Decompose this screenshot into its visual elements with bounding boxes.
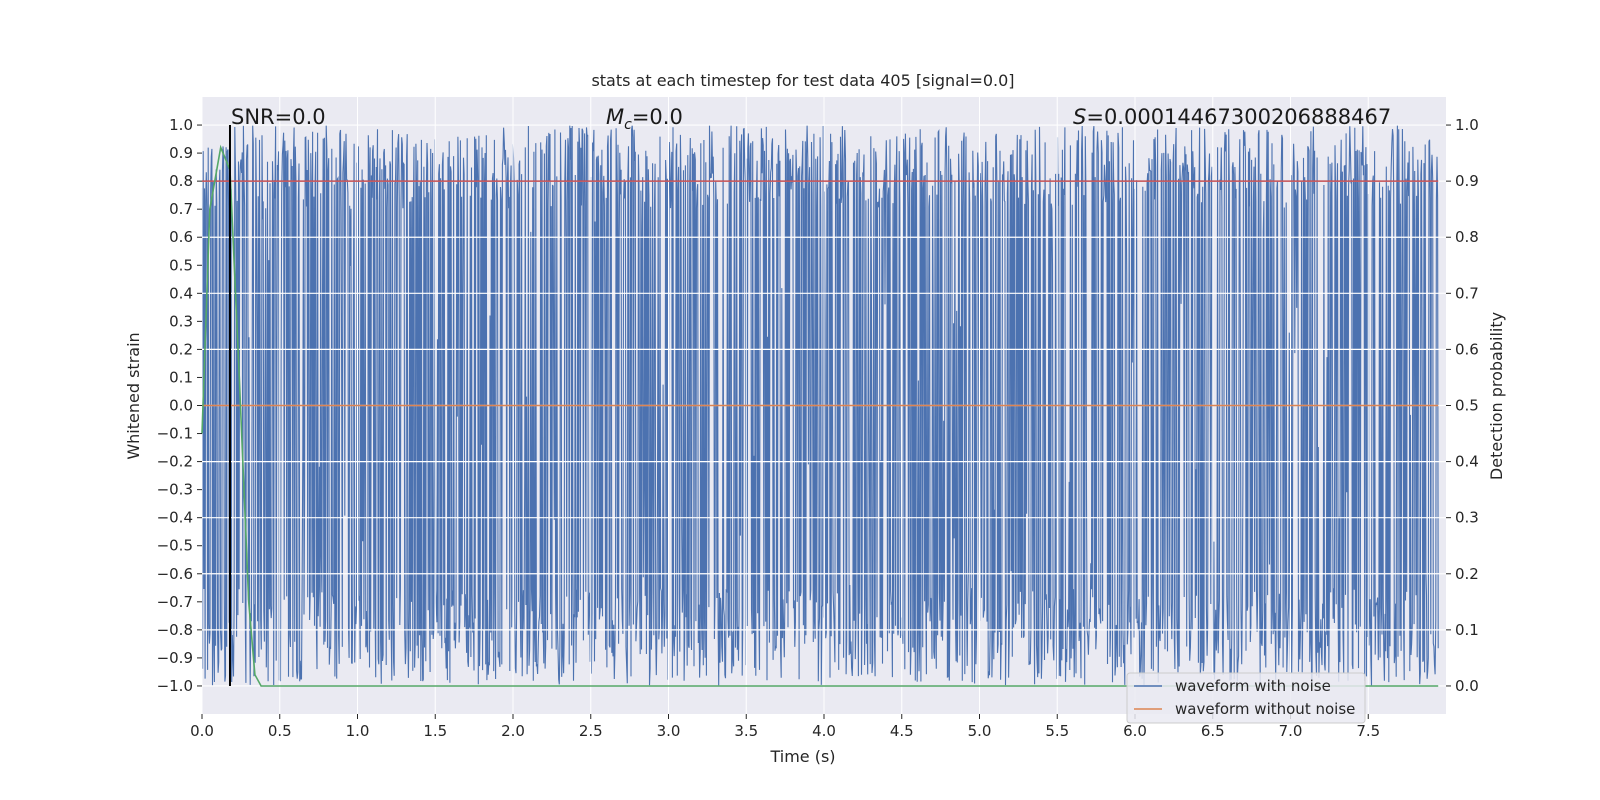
- y-tick-label-right: 0.7: [1455, 284, 1479, 302]
- y-tick-label-left: −0.4: [157, 509, 193, 527]
- annotation-chirp-mass: Mc=0.0: [606, 105, 683, 133]
- legend-box: [1126, 672, 1366, 724]
- tick-labels: 0.0 0.5 1.0 1.5 2.0 2.5 3.0 3.5 4.0 4.5 5.0 5.5 6.0 6…: [157, 116, 1479, 740]
- x-tick-label: 6.0: [1123, 722, 1147, 740]
- y-tick-label-left: −0.7: [157, 593, 193, 611]
- y-tick-label-right: 0.4: [1455, 453, 1479, 471]
- y-tick-label-left: 1.0: [169, 116, 193, 134]
- x-tick-label: 7.5: [1356, 722, 1380, 740]
- y-tick-label-right: 0.0: [1455, 677, 1479, 695]
- legend-label-noise: waveform with noise: [1175, 677, 1331, 695]
- x-tick-label: 0.5: [268, 722, 292, 740]
- y-tick-label-left: −0.8: [157, 621, 193, 639]
- x-tick-label: 1.0: [346, 722, 370, 740]
- x-axis-label: Time (s): [769, 747, 835, 766]
- y-tick-label-right: 0.5: [1455, 397, 1479, 415]
- legend-label-clean: waveform without noise: [1175, 700, 1355, 718]
- y-tick-label-right: 0.6: [1455, 340, 1479, 358]
- y-tick-label-right: 0.8: [1455, 228, 1479, 246]
- y-tick-label-left: 0.7: [169, 200, 193, 218]
- y-tick-label-left: 0.2: [169, 340, 193, 358]
- y-tick-label-left: −0.3: [157, 481, 193, 499]
- y-tick-label-left: −0.5: [157, 537, 193, 555]
- x-tick-label: 4.0: [812, 722, 836, 740]
- y-tick-label-right: 0.9: [1455, 172, 1479, 190]
- x-tick-label: 2.0: [501, 722, 525, 740]
- chart-title: stats at each timestep for test data 405…: [591, 71, 1014, 90]
- y-tick-label-left: −0.9: [157, 649, 193, 667]
- y-tick-label-left: −0.1: [157, 425, 193, 443]
- x-tick-label: 4.5: [890, 722, 914, 740]
- y-tick-label-right: 0.2: [1455, 565, 1479, 583]
- annotation-snr: SNR=0.0: [231, 105, 326, 129]
- y-tick-label-left: 0.4: [169, 284, 193, 302]
- y-axis-label-left: Whitened strain: [124, 332, 143, 459]
- x-tick-label: 2.5: [579, 722, 603, 740]
- x-tick-label: 3.5: [734, 722, 758, 740]
- x-tick-label: 7.0: [1279, 722, 1303, 740]
- y-tick-label-right: 1.0: [1455, 116, 1479, 134]
- y-tick-label-right: 0.3: [1455, 509, 1479, 527]
- y-tick-label-left: 0.9: [169, 144, 193, 162]
- y-tick-label-left: 0.3: [169, 312, 193, 330]
- legend: waveform with noise waveform without noi…: [1126, 672, 1366, 724]
- y-tick-label-left: −1.0: [157, 677, 193, 695]
- series-detection-probability: [201, 144, 1439, 687]
- y-axis-label-right: Detection probability: [1487, 312, 1506, 480]
- x-tick-label: 0.0: [190, 722, 214, 740]
- series-waveform-with-noise: [201, 125, 1439, 686]
- x-tick-label: 5.0: [968, 722, 992, 740]
- y-tick-label-right: 0.1: [1455, 621, 1479, 639]
- y-tick-label-left: −0.6: [157, 565, 193, 583]
- y-tick-label-left: −0.2: [157, 453, 193, 471]
- x-tick-label: 5.5: [1045, 722, 1069, 740]
- y-tick-label-left: 0.5: [169, 256, 193, 274]
- y-tick-label-left: 0.0: [169, 397, 193, 415]
- y-tick-label-left: 0.8: [169, 172, 193, 190]
- x-tick-label: 1.5: [423, 722, 447, 740]
- annotation-s: S=0.00014467300206888467: [1073, 105, 1391, 129]
- x-tick-label: 3.0: [657, 722, 681, 740]
- series-lines: [201, 125, 1439, 687]
- y-tick-label-left: 0.6: [169, 228, 193, 246]
- noise-series-waveform-with-noise: [201, 125, 1439, 686]
- y-tick-label-left: 0.1: [169, 368, 193, 386]
- x-tick-label: 6.5: [1201, 722, 1225, 740]
